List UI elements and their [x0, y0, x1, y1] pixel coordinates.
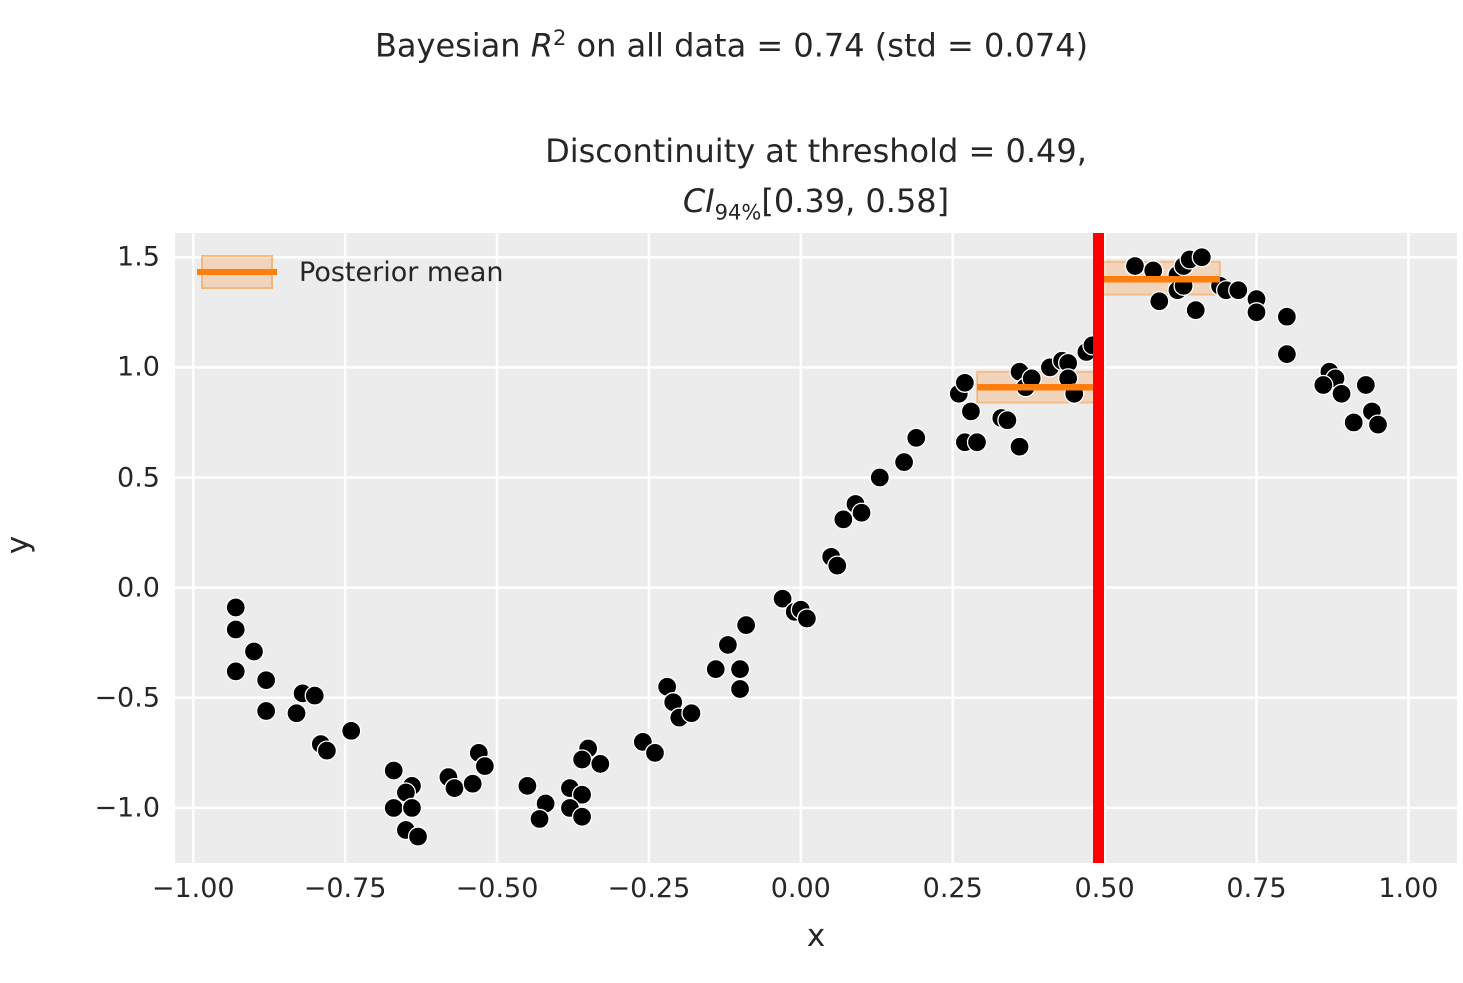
scatter-point — [833, 509, 854, 530]
x-axis-label: x — [806, 918, 826, 954]
axes-title-line2: CI94%[0.39, 0.58] — [175, 176, 1457, 237]
scatter-point — [1276, 344, 1298, 365]
scatter-point — [705, 659, 726, 680]
scatter-point — [316, 740, 338, 761]
scatter-point — [1343, 412, 1364, 433]
scatter-point — [1313, 374, 1334, 396]
y-axis-label: y — [0, 535, 36, 555]
scatter-point — [401, 797, 423, 819]
scatter-point — [255, 670, 277, 691]
scatter-point — [796, 608, 818, 629]
plot-area: Posterior mean — [175, 233, 1457, 863]
scatter-point — [954, 372, 976, 393]
x-tick-label: −1.00 — [151, 873, 235, 904]
scatter-point — [644, 742, 666, 764]
y-tick-label: 1.0 — [117, 351, 160, 383]
scatter-point — [571, 749, 593, 770]
scatter-point — [1228, 280, 1249, 301]
y-tick-label: 0.0 — [117, 572, 160, 604]
scatter-point — [225, 661, 246, 682]
scatter-point — [906, 427, 927, 449]
scatter-point — [772, 588, 793, 609]
scatter-point — [735, 614, 757, 636]
scatter-point — [590, 753, 611, 775]
y-tick-label: 0.5 — [117, 462, 160, 493]
posterior-mean-legend-line-icon — [197, 269, 277, 275]
scatter-point — [851, 502, 872, 523]
x-tick-label: 0.00 — [770, 873, 831, 904]
scatter-point — [225, 597, 246, 618]
scatter-point — [571, 806, 593, 827]
scatter-point — [1246, 302, 1267, 323]
scatter-point — [462, 773, 483, 794]
legend: Posterior mean — [197, 255, 504, 289]
scatter-point — [1331, 383, 1352, 404]
x-tick-label: 1.00 — [1378, 873, 1439, 904]
scatter-point — [1009, 436, 1030, 457]
ci-level: 94% — [714, 200, 762, 225]
x-tick-label: 0.75 — [1226, 873, 1287, 904]
scatter-point — [1367, 414, 1389, 435]
x-tick-label: −0.50 — [455, 873, 539, 904]
x-tick-label: −0.75 — [303, 873, 387, 904]
y-tick-label: −0.5 — [94, 682, 160, 714]
scatter-point — [827, 555, 848, 576]
legend-label: Posterior mean — [299, 256, 504, 288]
scatter-point — [1355, 374, 1377, 396]
scatter-point — [729, 678, 751, 700]
ci-interval: [0.39, 0.58] — [761, 182, 950, 220]
scatter-point — [1185, 299, 1206, 321]
plot-canvas — [175, 233, 1457, 863]
posterior-mean-legend-swatch — [197, 255, 277, 289]
axes-title: Discontinuity at threshold = 0.49, CI94%… — [175, 126, 1457, 237]
suptitle-text: Bayesian — [374, 26, 531, 65]
scatter-point — [1191, 247, 1212, 268]
scatter-point — [729, 659, 751, 680]
scatter-point — [304, 685, 325, 706]
scatter-point — [255, 700, 277, 722]
scatter-point — [474, 755, 496, 777]
y-tick-label: 1.5 — [117, 241, 160, 273]
scatter-point — [383, 760, 404, 781]
x-tick-label: −0.25 — [607, 873, 691, 904]
scatter-point — [1276, 306, 1298, 327]
scatter-point — [286, 703, 307, 724]
suptitle-text-rest: on all data = 0.74 (std = 0.074) — [566, 26, 1089, 65]
scatter-point — [681, 703, 702, 724]
x-tick-label: 0.50 — [1074, 873, 1135, 904]
suptitle-math-var: R — [530, 26, 553, 65]
scatter-point — [529, 808, 550, 830]
y-tick-label: −1.0 — [94, 792, 160, 824]
suptitle-exponent: 2 — [552, 26, 567, 50]
scatter-point — [571, 784, 593, 805]
x-tick-label: 0.25 — [922, 873, 983, 904]
scatter-point — [243, 641, 265, 662]
axes-title-line1: Discontinuity at threshold = 0.49, — [545, 132, 1087, 170]
scatter-point — [407, 826, 429, 847]
scatter-point — [960, 401, 982, 422]
scatter-point — [341, 720, 362, 741]
scatter-point — [225, 619, 246, 640]
scatter-point — [966, 432, 988, 453]
scatter-point — [1149, 291, 1170, 312]
scatter-point — [1124, 255, 1146, 277]
scatter-point — [893, 451, 915, 473]
scatter-point — [717, 634, 739, 656]
scatter-point — [517, 775, 538, 797]
scatter-point — [869, 467, 890, 488]
scatter-point — [444, 777, 465, 799]
ci-symbol: CI — [682, 182, 715, 220]
scatter-point — [383, 797, 404, 819]
chart-suptitle: Bayesian R2 on all data = 0.74 (std = 0.… — [0, 16, 1463, 68]
scatter-point — [997, 410, 1018, 431]
